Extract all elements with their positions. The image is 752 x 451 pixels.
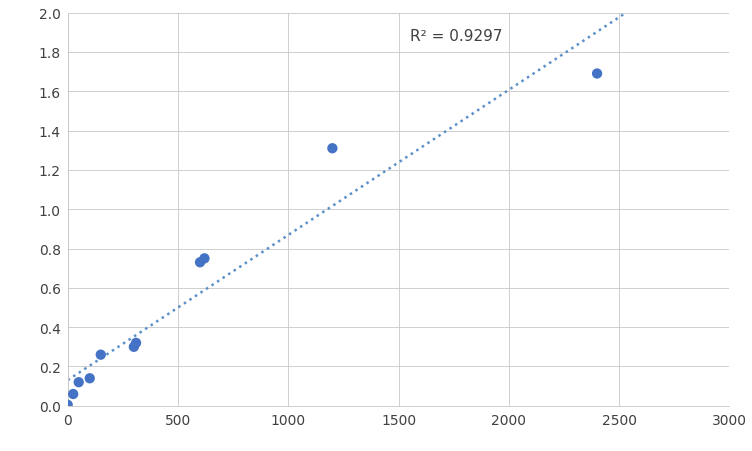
Point — [95, 351, 107, 359]
Point — [67, 391, 79, 398]
Text: R² = 0.9297: R² = 0.9297 — [410, 29, 502, 44]
Point — [73, 379, 85, 386]
Point — [128, 344, 140, 351]
Point — [62, 401, 74, 409]
Point — [130, 340, 142, 347]
Point — [326, 145, 338, 152]
Point — [83, 375, 96, 382]
Point — [194, 259, 206, 266]
Point — [591, 71, 603, 78]
Point — [199, 255, 211, 262]
